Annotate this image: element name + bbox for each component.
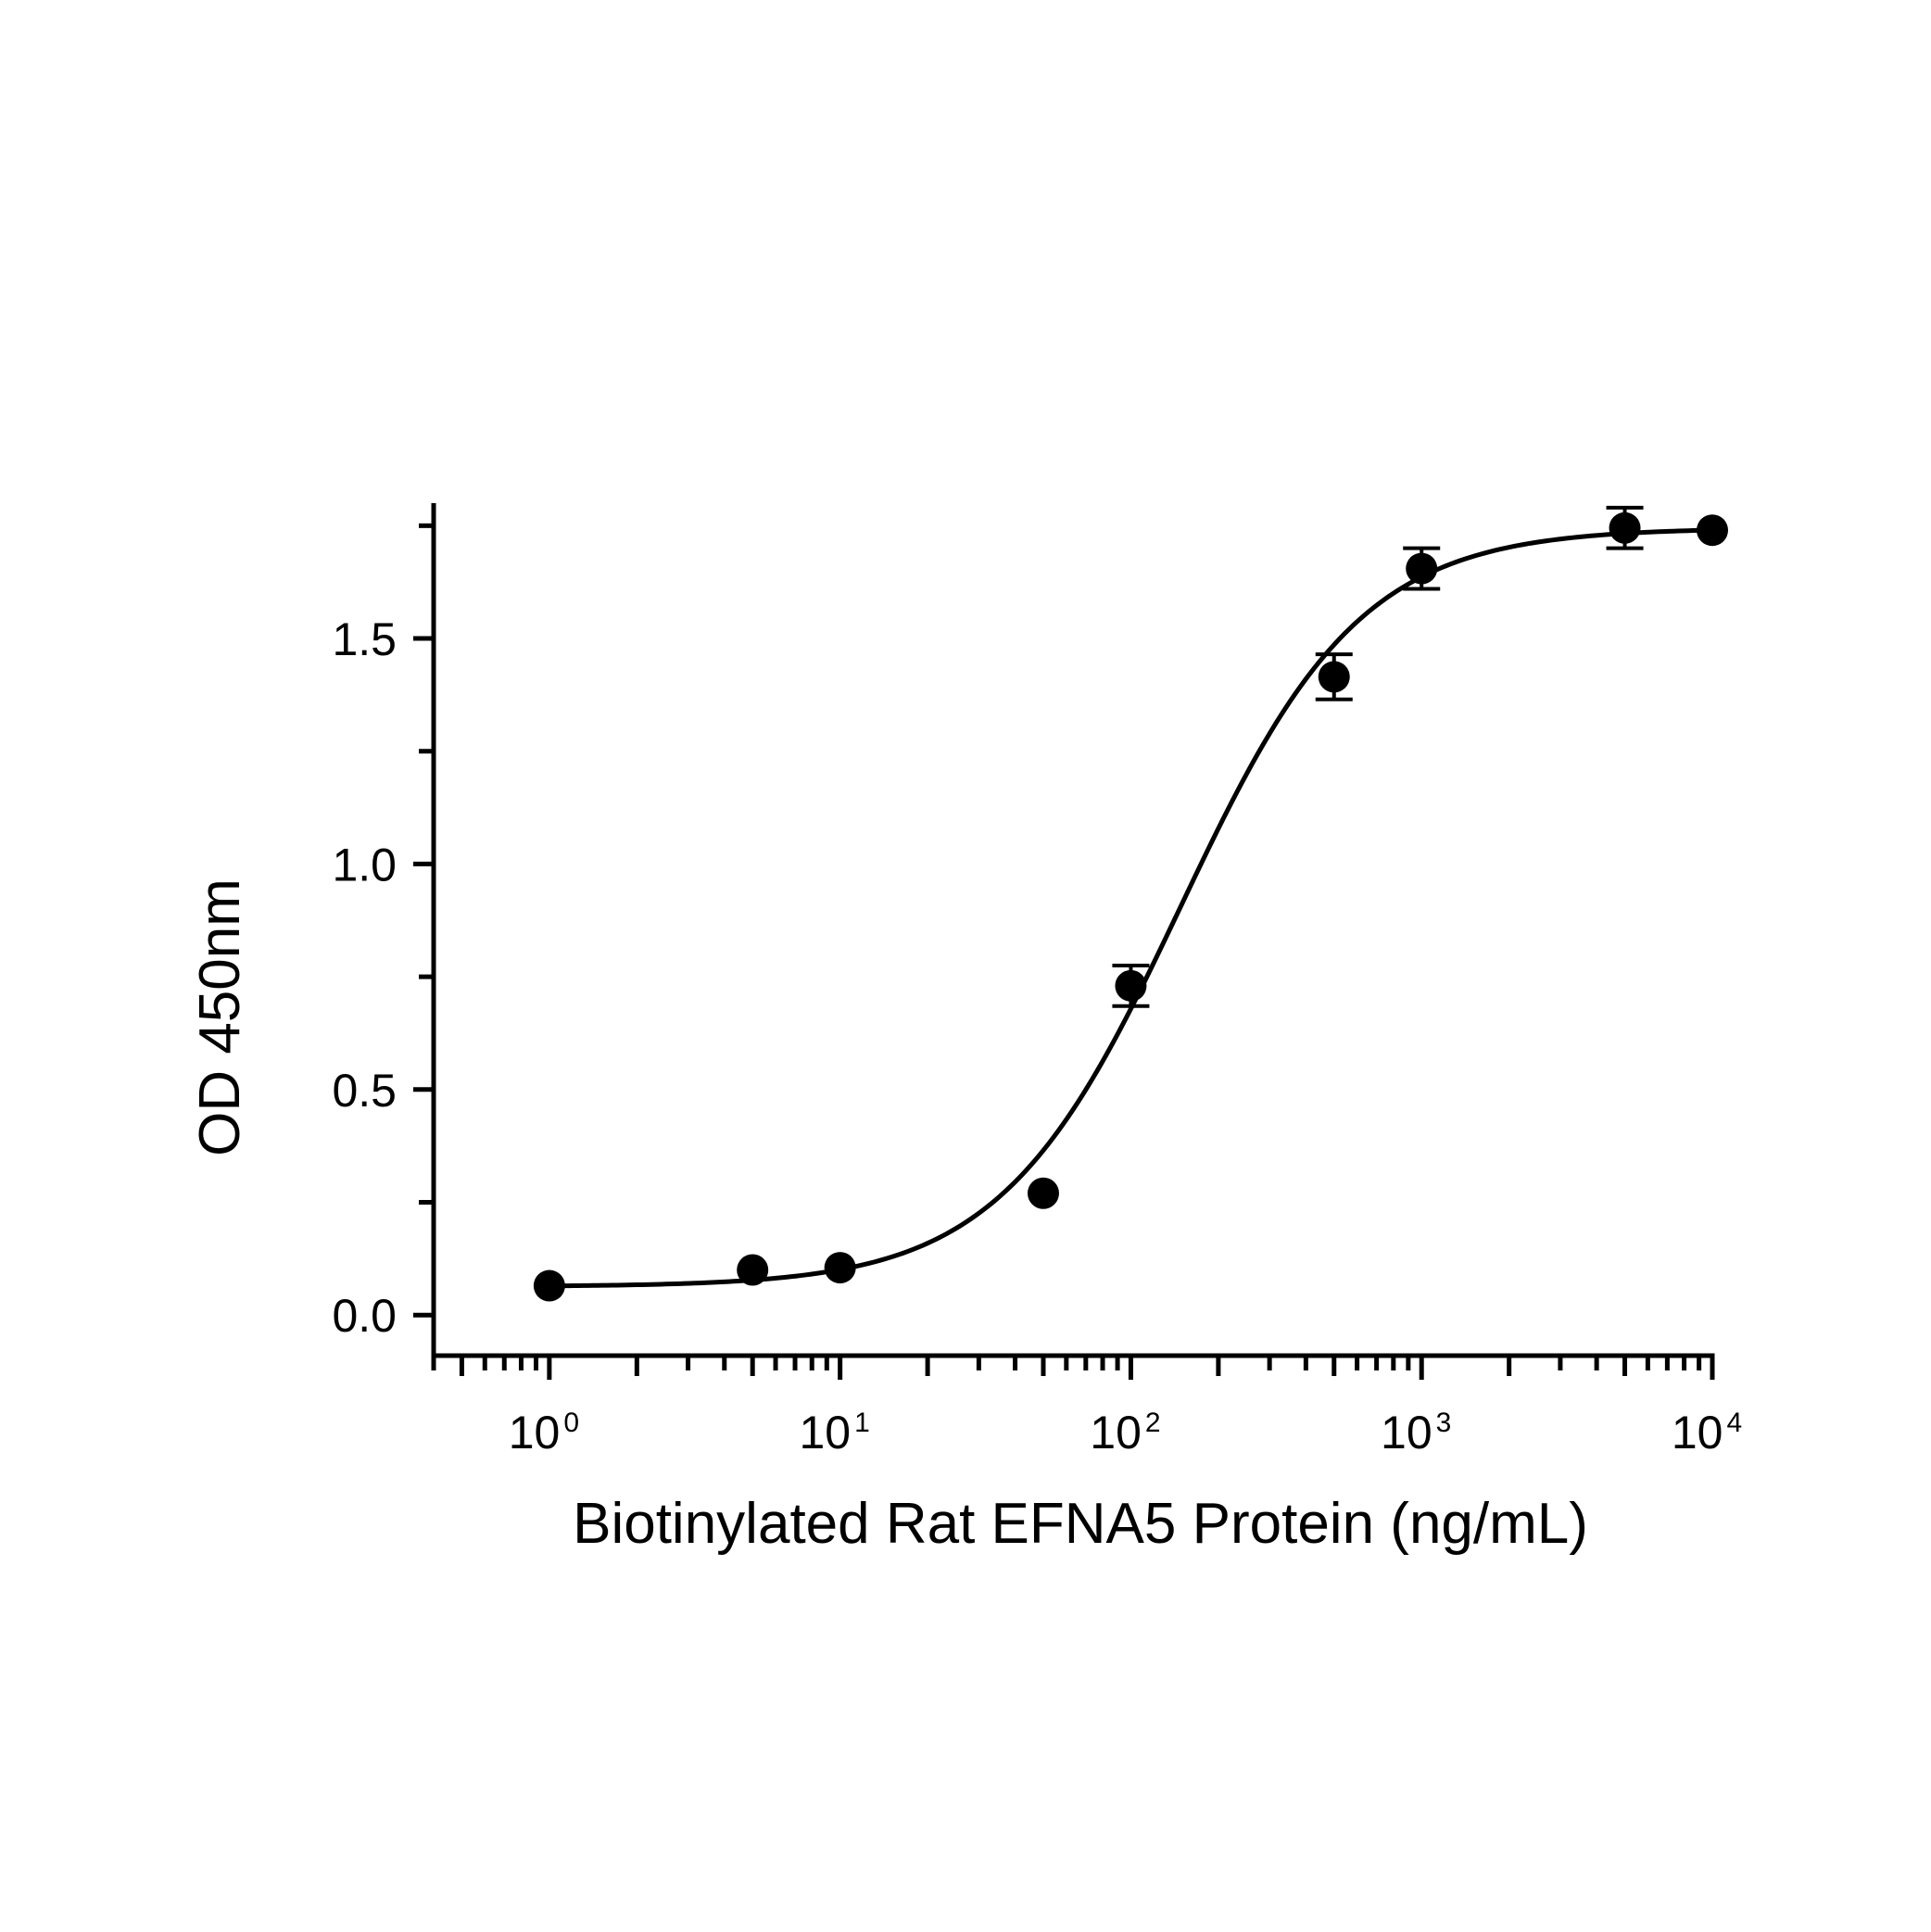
data-point (737, 1254, 769, 1286)
data-point (1027, 1177, 1059, 1209)
data-point (1115, 969, 1147, 1002)
x-tick-label: 10 1 (799, 1407, 869, 1458)
x-tick-label: 10 3 (1381, 1407, 1451, 1458)
y-tick-label: 0.0 (332, 1290, 397, 1342)
x-tick-label: 10 2 (1090, 1407, 1160, 1458)
data-point (533, 1269, 565, 1302)
plot-area (533, 505, 1728, 1302)
error-bars (1112, 505, 1644, 1008)
x-axis: 10 0 10 1 10 2 10 3 10 4 (431, 1353, 1742, 1458)
y-tick-label: 1.0 (332, 839, 397, 890)
data-point (1609, 511, 1641, 544)
y-axis-title: OD 450nm (188, 878, 252, 1156)
y-tick-label: 0.5 (332, 1065, 397, 1117)
data-point (824, 1252, 856, 1284)
data-point (1318, 661, 1350, 693)
x-tick-label: 10 4 (1672, 1407, 1742, 1458)
data-point (1697, 514, 1728, 547)
x-axis-title: Biotinylated Rat EFNA5 Protein (ng/mL) (573, 1492, 1588, 1556)
y-axis: 0.0 0.5 1.0 1.5 (332, 503, 436, 1358)
y-tick-label: 1.5 (332, 613, 397, 665)
data-point (1406, 552, 1438, 585)
fit-curve (549, 527, 1713, 1289)
x-tick-label: 10 0 (509, 1407, 579, 1458)
data-points (533, 511, 1728, 1302)
